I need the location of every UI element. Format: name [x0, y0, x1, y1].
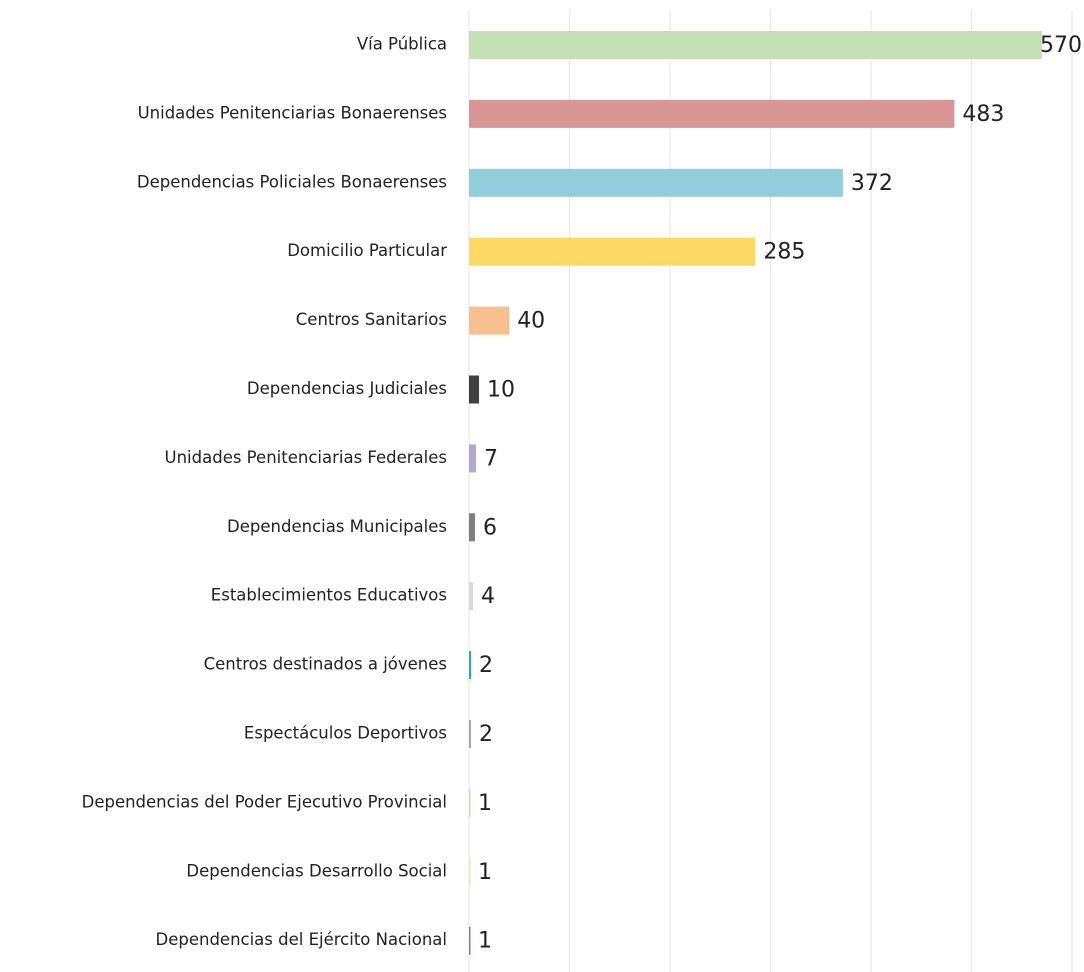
category-label: Dependencias Desarrollo Social	[186, 861, 447, 880]
bar	[469, 237, 756, 266]
category-label: Vía Pública	[357, 35, 447, 54]
bar	[469, 582, 474, 611]
category-label: Dependencias Municipales	[227, 517, 447, 536]
category-label: Dependencias del Poder Ejecutivo Provinc…	[82, 792, 447, 811]
bar	[469, 720, 472, 748]
value-label: 570	[1040, 33, 1082, 58]
value-label: 1	[478, 929, 492, 954]
category-label: Domicilio Particular	[287, 241, 447, 260]
bar	[469, 788, 471, 817]
bar	[469, 444, 477, 473]
category-label: Dependencias Judiciales	[247, 379, 447, 398]
category-label: Centros destinados a jóvenes	[204, 655, 447, 674]
bar	[469, 306, 510, 335]
value-label: 4	[481, 584, 495, 609]
category-label: Centros Sanitarios	[296, 310, 447, 329]
bar	[469, 31, 1042, 59]
category-label: Unidades Penitenciarias Federales	[165, 448, 447, 467]
bar	[469, 168, 843, 197]
category-label: Establecimientos Educativos	[211, 586, 447, 605]
value-label: 2	[479, 722, 493, 747]
value-label: 2	[479, 653, 493, 678]
category-label: Dependencias Policiales Bonaerenses	[137, 172, 447, 191]
value-label: 372	[851, 171, 893, 196]
bar	[469, 857, 471, 886]
value-label: 7	[484, 446, 498, 471]
value-label: 10	[487, 378, 515, 403]
category-label: Unidades Penitenciarias Bonaerenses	[138, 103, 447, 122]
value-label: 6	[483, 515, 497, 540]
bar	[469, 651, 472, 680]
bar	[469, 375, 480, 404]
category-label: Dependencias del Ejército Nacional	[156, 930, 448, 949]
bar	[469, 926, 471, 955]
value-label: 285	[763, 240, 805, 265]
value-label: 1	[478, 860, 492, 885]
bar	[469, 99, 955, 128]
value-label: 483	[962, 102, 1004, 127]
bar	[469, 513, 476, 542]
category-label: Espectáculos Deportivos	[244, 724, 447, 743]
value-label: 1	[478, 791, 492, 816]
value-label: 40	[517, 309, 545, 334]
